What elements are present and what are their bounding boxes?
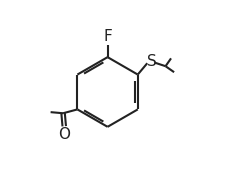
Text: F: F bbox=[103, 29, 112, 44]
Text: S: S bbox=[147, 54, 156, 69]
Text: O: O bbox=[58, 127, 70, 142]
